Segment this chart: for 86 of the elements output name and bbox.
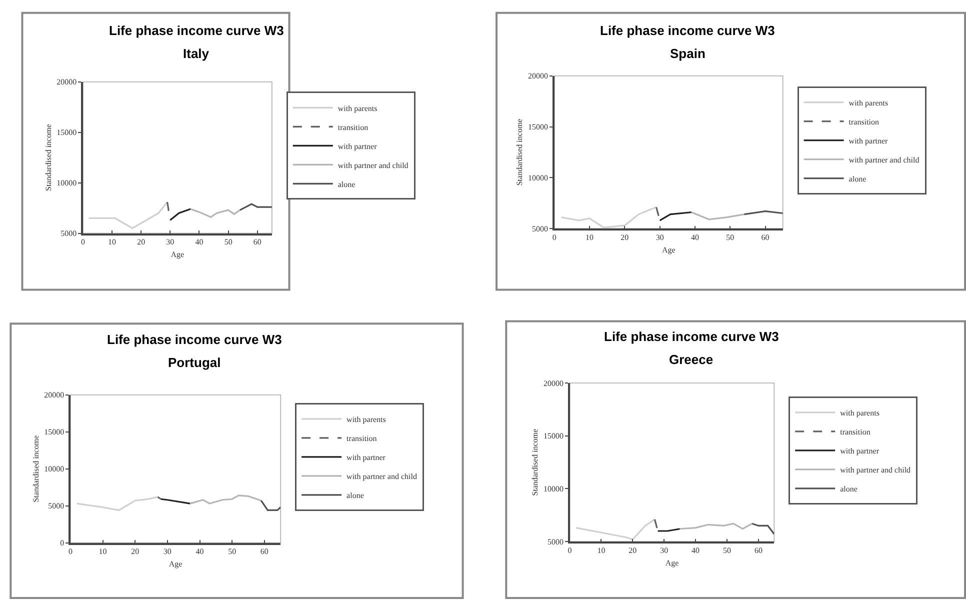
- x-tick-label: 60: [754, 546, 762, 555]
- y-tick-label: 15000: [56, 128, 77, 138]
- line-series: [575, 518, 656, 540]
- legend-label: transition: [338, 122, 368, 132]
- chart-subtitle: Greece: [669, 352, 714, 367]
- chart-title: Life phase income curve W3: [604, 329, 779, 344]
- legend-label: with partner and child: [346, 472, 417, 482]
- y-tick-label: 5000: [48, 502, 64, 511]
- y-tick-label: 10000: [44, 464, 64, 474]
- line-series: [88, 201, 168, 230]
- y-tick-label: 15000: [543, 432, 564, 441]
- x-tick-label: 50: [224, 238, 232, 247]
- y-axis-title: Standardised income: [44, 124, 53, 191]
- y-axis-title: Standardised income: [515, 118, 524, 186]
- legend-label: with partner: [346, 453, 386, 462]
- chart-title: Life phase income curve W3: [107, 332, 282, 347]
- line-series: [189, 494, 262, 504]
- chart-subtitle: Portugal: [168, 355, 221, 370]
- y-tick-label: 20000: [44, 390, 64, 400]
- y-tick-label: 15000: [528, 122, 548, 132]
- legend-label: with parents: [346, 415, 386, 424]
- y-tick-label: 10000: [528, 173, 548, 182]
- line-series: [190, 208, 241, 218]
- y-tick-label: 20000: [543, 378, 564, 388]
- chart-title: Life phase income curve W3: [600, 23, 775, 38]
- line-series: [560, 206, 658, 228]
- legend-label: with partner: [840, 446, 880, 456]
- x-tick-label: 60: [761, 232, 770, 242]
- x-tick-label: 40: [195, 238, 204, 247]
- x-tick-label: 30: [163, 547, 172, 556]
- legend-label: alone: [346, 491, 364, 500]
- chart-title: Life phase income curve W3: [109, 23, 284, 38]
- x-tick-label: 20: [620, 232, 629, 242]
- x-tick-label: 40: [690, 232, 699, 242]
- y-tick-label: 10000: [56, 178, 77, 188]
- x-tick-label: 20: [137, 238, 146, 247]
- legend-label: with partner and child: [338, 160, 408, 170]
- legend-label: with partner and child: [840, 466, 911, 475]
- x-axis-title: Age: [665, 558, 680, 568]
- y-tick-label: 5000: [60, 229, 77, 238]
- legend-label: with partner: [848, 136, 888, 146]
- legend-label: with partner and child: [848, 155, 920, 164]
- legend-label: with parents: [840, 408, 880, 418]
- x-tick-label: 20: [628, 546, 637, 555]
- legend-label: with partner: [338, 142, 378, 151]
- legend-label: alone: [848, 174, 867, 184]
- x-tick-label: 10: [597, 546, 606, 555]
- y-tick-label: 5000: [532, 224, 548, 234]
- y-tick-label: 15000: [44, 428, 64, 437]
- y-axis-title: Standardised income: [31, 434, 40, 502]
- x-tick-label: 30: [660, 546, 668, 555]
- chart-subtitle: Italy: [183, 46, 210, 61]
- y-axis-title: Standardised income: [530, 428, 540, 496]
- legend-label: transition: [346, 434, 377, 444]
- y-tick-label: 20000: [56, 78, 77, 87]
- line-series: [76, 496, 159, 512]
- x-tick-label: 10: [98, 547, 107, 556]
- legend-label: alone: [840, 484, 858, 494]
- x-tick-label: 50: [726, 232, 734, 242]
- x-tick-label: 10: [586, 232, 594, 242]
- x-tick-label: 30: [166, 238, 174, 247]
- chart-subtitle: Spain: [670, 46, 706, 61]
- x-tick-label: 50: [228, 547, 236, 556]
- y-tick-label: 0: [60, 538, 64, 548]
- y-tick-label: 5000: [547, 537, 564, 546]
- x-tick-label: 50: [723, 546, 732, 555]
- x-tick-label: 0: [80, 238, 85, 247]
- x-tick-label: 30: [656, 232, 664, 242]
- legend-label: alone: [338, 180, 356, 189]
- x-tick-label: 60: [253, 238, 262, 247]
- x-axis-title: Age: [662, 245, 676, 254]
- y-tick-label: 20000: [528, 72, 548, 81]
- legend-label: transition: [840, 428, 870, 437]
- x-tick-label: 40: [692, 546, 700, 555]
- y-tick-label: 10000: [543, 484, 564, 494]
- x-tick-label: 40: [196, 547, 204, 556]
- x-axis-title: Age: [170, 250, 185, 260]
- legend-label: with parents: [848, 98, 888, 108]
- x-tick-label: 10: [108, 238, 116, 247]
- x-tick-label: 60: [260, 547, 268, 556]
- x-tick-label: 0: [568, 546, 572, 555]
- legend-label: transition: [848, 117, 880, 126]
- legend-label: with parents: [338, 104, 378, 113]
- x-axis-title: Age: [168, 560, 183, 569]
- line-series: [690, 211, 745, 220]
- x-tick-label: 20: [131, 547, 140, 556]
